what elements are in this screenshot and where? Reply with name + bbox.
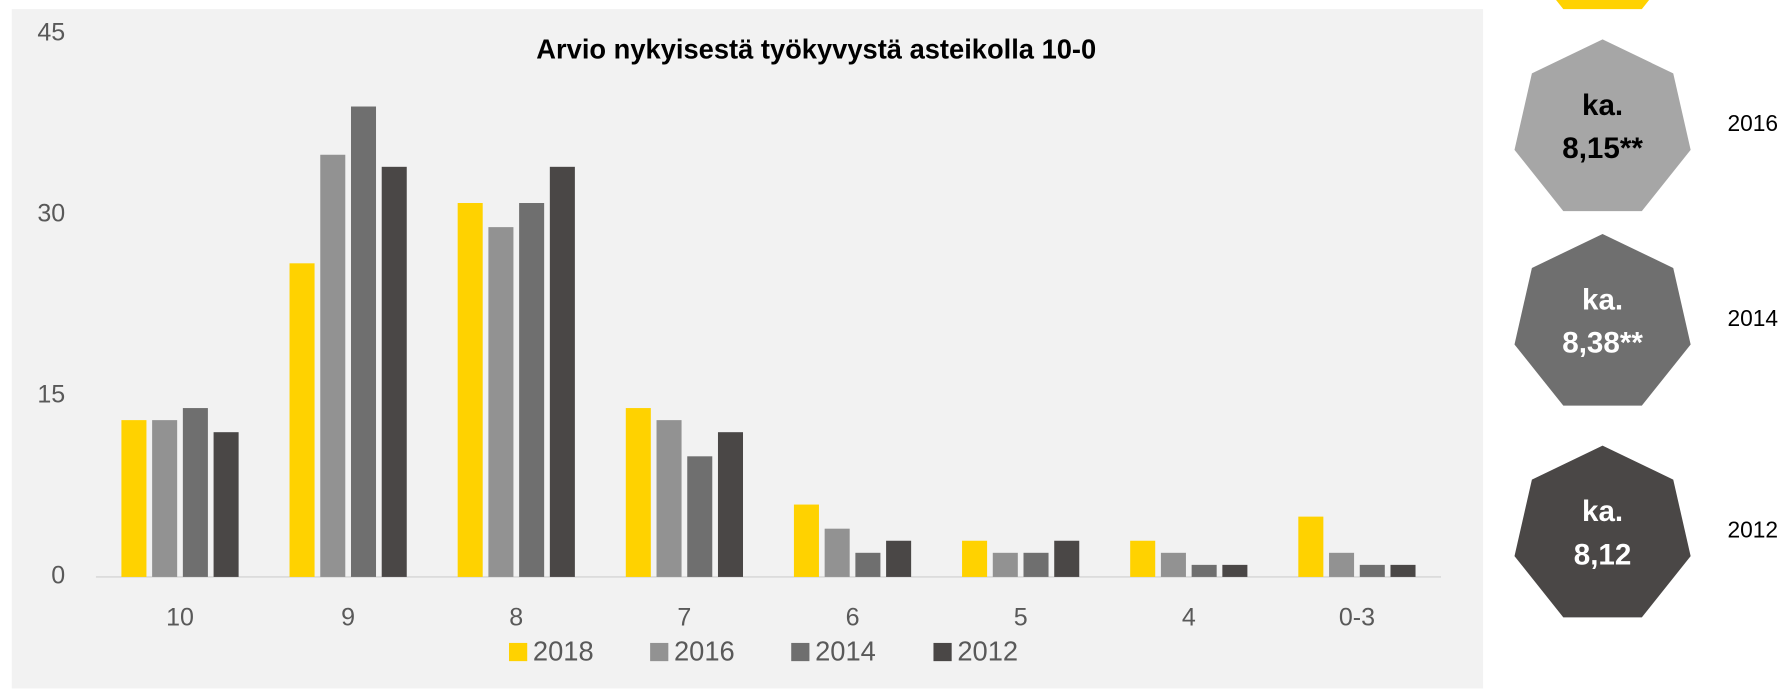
badge-value: 8,38**: [1562, 327, 1643, 360]
bar: [886, 540, 912, 577]
bar: [717, 432, 744, 577]
badge-shape: [1556, 0, 1650, 10]
bar: [1054, 540, 1080, 577]
bar: [1359, 564, 1385, 577]
plot-background: [11, 9, 1484, 689]
y-tick-label: 0: [51, 562, 65, 590]
bar: [1160, 552, 1186, 577]
bar: [1329, 552, 1355, 577]
legend-swatch: [509, 642, 528, 662]
badge-label: ka.: [1582, 89, 1623, 122]
bar: [625, 408, 651, 577]
badge-shape: [1514, 233, 1691, 406]
bar: [962, 540, 988, 577]
bar: [152, 420, 178, 577]
x-tick-label: 7: [677, 604, 691, 632]
x-tick-label: 0-3: [1339, 604, 1375, 632]
bar: [1023, 552, 1049, 577]
chart-title: Arvio nykyisestä työkyvystä asteikolla 1…: [536, 33, 1096, 64]
bar: [320, 154, 346, 577]
y-tick-label: 15: [37, 381, 65, 409]
badge-shape: [1514, 39, 1691, 212]
x-tick-label: 6: [846, 604, 860, 632]
bar: [687, 456, 713, 577]
bar: [1130, 540, 1156, 577]
bar: [1390, 564, 1416, 577]
bar: [121, 420, 147, 577]
bar: [182, 408, 208, 577]
bar: [1191, 564, 1217, 577]
x-tick-label: 10: [166, 604, 194, 632]
bar: [549, 166, 575, 577]
bar: [793, 504, 819, 577]
legend-swatch: [650, 642, 669, 662]
bar: [1222, 564, 1248, 577]
badge-label: ka.: [1582, 495, 1623, 528]
y-tick-label: 30: [37, 200, 65, 228]
x-tick-label: 8: [509, 604, 523, 632]
bar: [1298, 516, 1324, 577]
bar: [289, 263, 315, 577]
x-tick-label: 4: [1182, 604, 1196, 632]
legend-label: 2014: [815, 635, 876, 666]
bar: [519, 203, 545, 577]
bar: [992, 552, 1018, 577]
legend-label: 2016: [674, 635, 735, 666]
bar: [855, 552, 881, 577]
bar: [213, 432, 239, 577]
legend-swatch: [791, 642, 810, 662]
badge-value: 8,15**: [1562, 132, 1643, 165]
bar: [350, 106, 377, 577]
bar: [488, 227, 514, 577]
badge-shape: [1514, 445, 1691, 618]
bar: [457, 203, 483, 577]
badge-label: ka.: [1582, 283, 1623, 316]
badge-value: 8,12: [1574, 538, 1632, 571]
badge-year: 2016: [1727, 110, 1778, 136]
legend-label: 2012: [957, 635, 1018, 666]
x-tick-label: 5: [1014, 604, 1028, 632]
bar: [381, 166, 407, 577]
badge-year: 2012: [1727, 516, 1778, 542]
x-tick-label: 9: [341, 604, 355, 632]
legend-swatch: [933, 642, 952, 662]
bar: [656, 420, 682, 577]
bar: [824, 528, 850, 577]
y-tick-label: 45: [37, 19, 65, 47]
badge-year: 2014: [1727, 305, 1778, 331]
legend-label: 2018: [533, 635, 594, 666]
